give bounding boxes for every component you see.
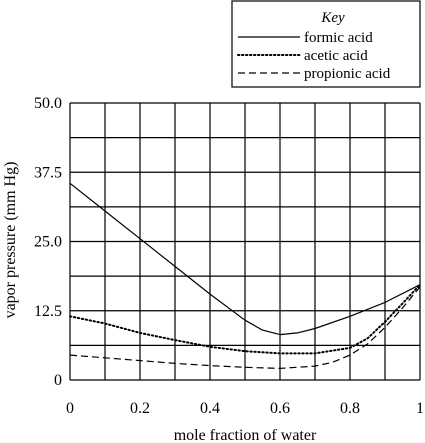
x-tick-label: 1 — [416, 400, 424, 417]
legend-items: formic acid acetic acid propionic acid — [237, 30, 391, 82]
grid — [69, 102, 421, 381]
y-axis-label: vapor pressure (mm Hg) — [2, 162, 19, 319]
x-tick-label: 0 — [66, 400, 74, 417]
series-lines — [69, 182, 421, 369]
y-tick-label: 37.5 — [34, 164, 62, 181]
y-tick-labels: 0 12.5 25.0 37.5 50.0 — [34, 95, 62, 389]
y-tick-label: 25.0 — [34, 234, 62, 251]
legend-title: Key — [320, 10, 345, 26]
legend: Key formic acid acetic acid propionic acid — [231, 0, 421, 88]
x-tick-label: 0.6 — [270, 400, 290, 417]
y-tick-label: 50.0 — [34, 95, 62, 112]
series-line-acetic-acid — [69, 283, 421, 355]
x-tick-label: 0.4 — [200, 400, 220, 417]
legend-label: acetic acid — [304, 48, 368, 64]
x-axis-label: mole fraction of water — [174, 427, 317, 443]
y-tick-label: 0 — [54, 372, 62, 389]
x-tick-labels: 0 0.2 0.4 0.6 0.8 1 — [66, 400, 424, 417]
series-line-formic-acid — [69, 182, 421, 336]
legend-label: propionic acid — [304, 66, 391, 82]
x-tick-label: 0.2 — [130, 400, 150, 417]
x-tick-label: 0.8 — [340, 400, 360, 417]
legend-label: formic acid — [304, 30, 373, 46]
y-tick-label: 12.5 — [34, 303, 62, 320]
series-line-propionic-acid — [69, 286, 421, 369]
